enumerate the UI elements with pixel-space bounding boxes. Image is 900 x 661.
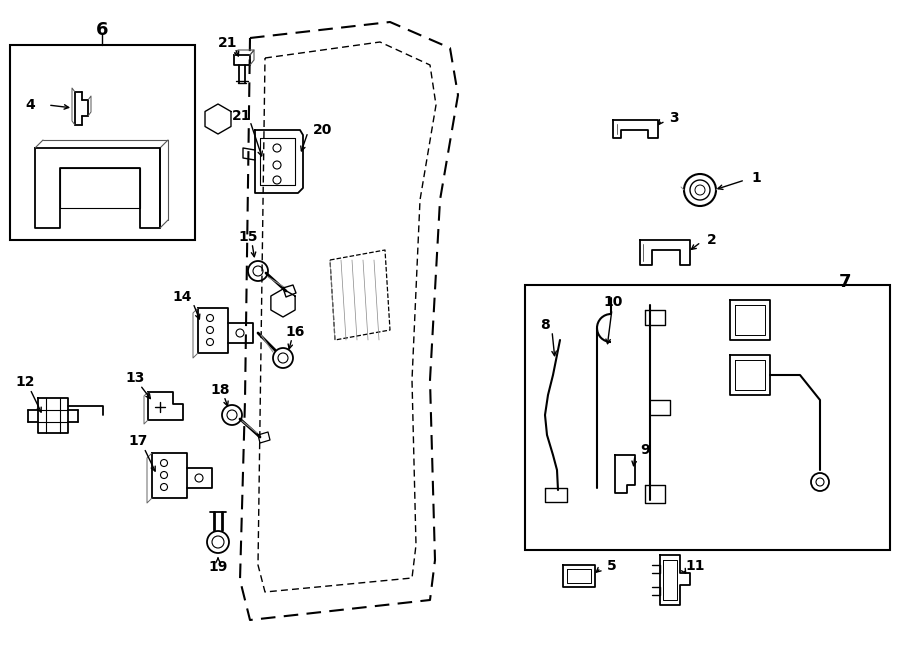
Text: 2: 2 — [707, 233, 717, 247]
Bar — [10, 45, 195, 240]
Text: 9: 9 — [640, 443, 650, 457]
Text: 21: 21 — [232, 109, 252, 123]
Text: 6: 6 — [95, 21, 108, 39]
Text: 8: 8 — [540, 318, 550, 332]
Text: 21: 21 — [218, 36, 238, 50]
Text: 5: 5 — [608, 559, 616, 573]
Text: 15: 15 — [238, 230, 257, 244]
Text: 16: 16 — [285, 325, 305, 339]
Text: 11: 11 — [685, 559, 705, 573]
Text: 14: 14 — [172, 290, 192, 304]
Text: 19: 19 — [208, 560, 228, 574]
Text: 4: 4 — [25, 98, 35, 112]
Text: 7: 7 — [839, 273, 851, 291]
Text: 17: 17 — [129, 434, 148, 448]
Text: 1: 1 — [752, 171, 760, 185]
Text: 3: 3 — [670, 111, 679, 125]
Text: 10: 10 — [603, 295, 623, 309]
Text: 18: 18 — [211, 383, 230, 397]
Text: 20: 20 — [313, 123, 333, 137]
Text: 12: 12 — [15, 375, 35, 389]
Bar — [525, 285, 890, 550]
Text: 13: 13 — [125, 371, 145, 385]
